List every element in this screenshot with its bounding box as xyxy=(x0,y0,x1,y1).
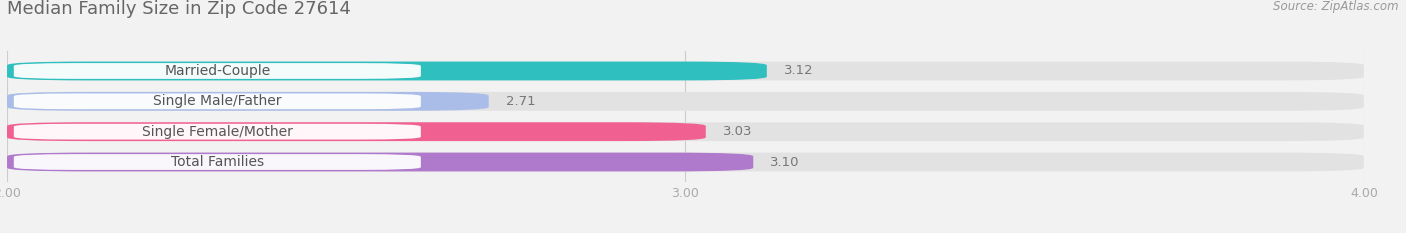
Text: Median Family Size in Zip Code 27614: Median Family Size in Zip Code 27614 xyxy=(7,0,351,18)
FancyBboxPatch shape xyxy=(14,154,420,170)
FancyBboxPatch shape xyxy=(7,122,1364,141)
Text: 3.03: 3.03 xyxy=(723,125,752,138)
FancyBboxPatch shape xyxy=(14,124,420,140)
FancyBboxPatch shape xyxy=(7,62,1364,80)
FancyBboxPatch shape xyxy=(14,63,420,79)
Text: Single Male/Father: Single Male/Father xyxy=(153,94,281,108)
FancyBboxPatch shape xyxy=(7,62,766,80)
FancyBboxPatch shape xyxy=(7,153,754,171)
Text: 2.71: 2.71 xyxy=(506,95,536,108)
FancyBboxPatch shape xyxy=(7,153,1364,171)
Text: Total Families: Total Families xyxy=(170,155,264,169)
FancyBboxPatch shape xyxy=(7,122,706,141)
Text: Married-Couple: Married-Couple xyxy=(165,64,270,78)
Text: Single Female/Mother: Single Female/Mother xyxy=(142,125,292,139)
Text: 3.10: 3.10 xyxy=(770,155,800,168)
Text: 3.12: 3.12 xyxy=(783,65,814,78)
FancyBboxPatch shape xyxy=(7,92,1364,111)
Text: Source: ZipAtlas.com: Source: ZipAtlas.com xyxy=(1274,0,1399,13)
FancyBboxPatch shape xyxy=(14,93,420,109)
FancyBboxPatch shape xyxy=(7,92,489,111)
